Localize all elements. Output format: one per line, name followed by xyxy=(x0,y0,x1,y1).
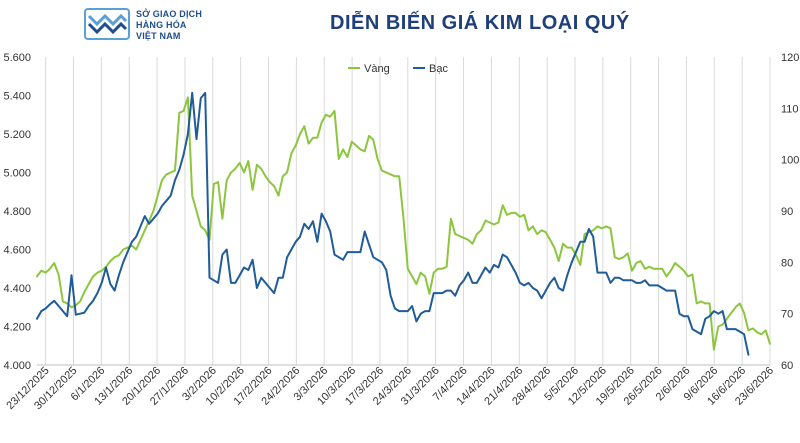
y-left-tick-label: 5.200 xyxy=(3,129,31,141)
y-right-tick-label: 90 xyxy=(781,206,793,218)
y-left-tick-label: 5.000 xyxy=(3,168,31,180)
y-right-tick-label: 80 xyxy=(781,257,793,269)
chart-title: DIỄN BIẾN GIÁ KIM LOẠI QUÝ xyxy=(330,12,630,34)
y-right-tick-label: 70 xyxy=(781,309,793,321)
logo-text-line-2: HÀNG HÓA xyxy=(136,20,187,30)
y-left-tick-label: 4.200 xyxy=(3,322,31,334)
header: SỞ GIAO DỊCH HÀNG HÓA VIỆT NAM DIỄN BIẾN… xyxy=(0,0,800,48)
y-left-tick-label: 5.600 xyxy=(3,52,31,64)
logo-text-line-1: SỞ GIAO DỊCH xyxy=(136,9,203,19)
y-left-tick-label: 5.400 xyxy=(3,91,31,103)
y-left-tick-label: 4.600 xyxy=(3,245,31,257)
y-right-tick-label: 60 xyxy=(781,360,793,372)
legend-label: Vàng xyxy=(364,63,390,75)
y-left-tick-label: 4.400 xyxy=(3,283,31,295)
y-left-tick-label: 4.000 xyxy=(3,360,31,372)
logo-mark-icon xyxy=(84,8,130,40)
gold-price-line xyxy=(36,96,771,351)
legend-label: Bạc xyxy=(429,63,448,75)
silver-price-line xyxy=(36,91,750,356)
y-left-tick-label: 4.800 xyxy=(3,206,31,218)
y-right-tick-label: 110 xyxy=(781,103,799,115)
y-right-tick-label: 120 xyxy=(781,52,799,64)
y-right-tick-label: 100 xyxy=(781,155,799,167)
logo-text-line-3: VIỆT NAM xyxy=(136,31,181,41)
exchange-logo: SỞ GIAO DỊCH HÀNG HÓA VIỆT NAM xyxy=(84,6,224,46)
